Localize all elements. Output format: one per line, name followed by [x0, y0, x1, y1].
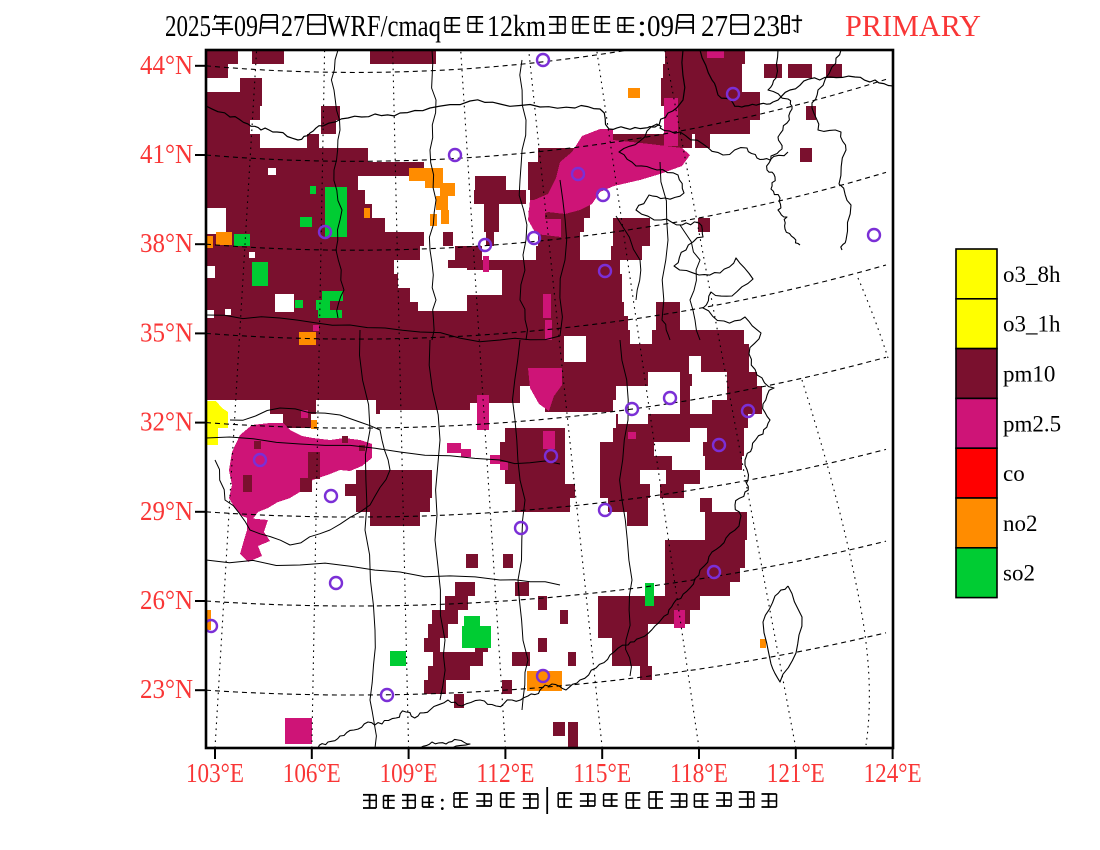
- svg-text::: :: [637, 8, 647, 43]
- svg-text:103°E: 103°E: [186, 758, 244, 788]
- svg-text:27: 27: [281, 8, 305, 43]
- svg-text:2025: 2025: [165, 8, 211, 43]
- svg-text:121°E: 121°E: [767, 758, 825, 788]
- svg-text:41°N: 41°N: [140, 139, 193, 169]
- svg-text:23°N: 23°N: [140, 674, 193, 704]
- svg-text:124°E: 124°E: [864, 758, 922, 788]
- svg-text:27: 27: [701, 8, 728, 43]
- svg-text:09: 09: [647, 8, 674, 43]
- svg-text:o3_8h: o3_8h: [1003, 262, 1061, 287]
- svg-text:23: 23: [753, 8, 780, 43]
- svg-text:29°N: 29°N: [140, 496, 193, 526]
- svg-text:109°E: 109°E: [380, 758, 438, 788]
- svg-text:32°N: 32°N: [140, 407, 193, 437]
- svg-text:o3_1h: o3_1h: [1003, 312, 1061, 337]
- svg-text:106°E: 106°E: [283, 758, 341, 788]
- svg-text:26°N: 26°N: [140, 585, 193, 615]
- svg-text:115°E: 115°E: [573, 758, 631, 788]
- svg-text:38°N: 38°N: [140, 228, 193, 258]
- svg-text:112°E: 112°E: [476, 758, 534, 788]
- svg-text:PRIMARY: PRIMARY: [845, 8, 981, 43]
- svg-text:pm10: pm10: [1003, 362, 1055, 387]
- svg-text:09: 09: [234, 8, 258, 43]
- svg-text:pm2.5: pm2.5: [1003, 411, 1061, 436]
- svg-text:no2: no2: [1003, 511, 1038, 536]
- svg-text:so2: so2: [1003, 561, 1035, 586]
- svg-text:44°N: 44°N: [140, 50, 193, 80]
- svg-text:WRF/cmaq: WRF/cmaq: [327, 8, 441, 43]
- svg-text:35°N: 35°N: [140, 317, 193, 347]
- svg-text::: :: [439, 790, 446, 816]
- svg-text:118°E: 118°E: [670, 758, 728, 788]
- svg-text:co: co: [1003, 461, 1025, 486]
- svg-text:12km: 12km: [487, 8, 546, 43]
